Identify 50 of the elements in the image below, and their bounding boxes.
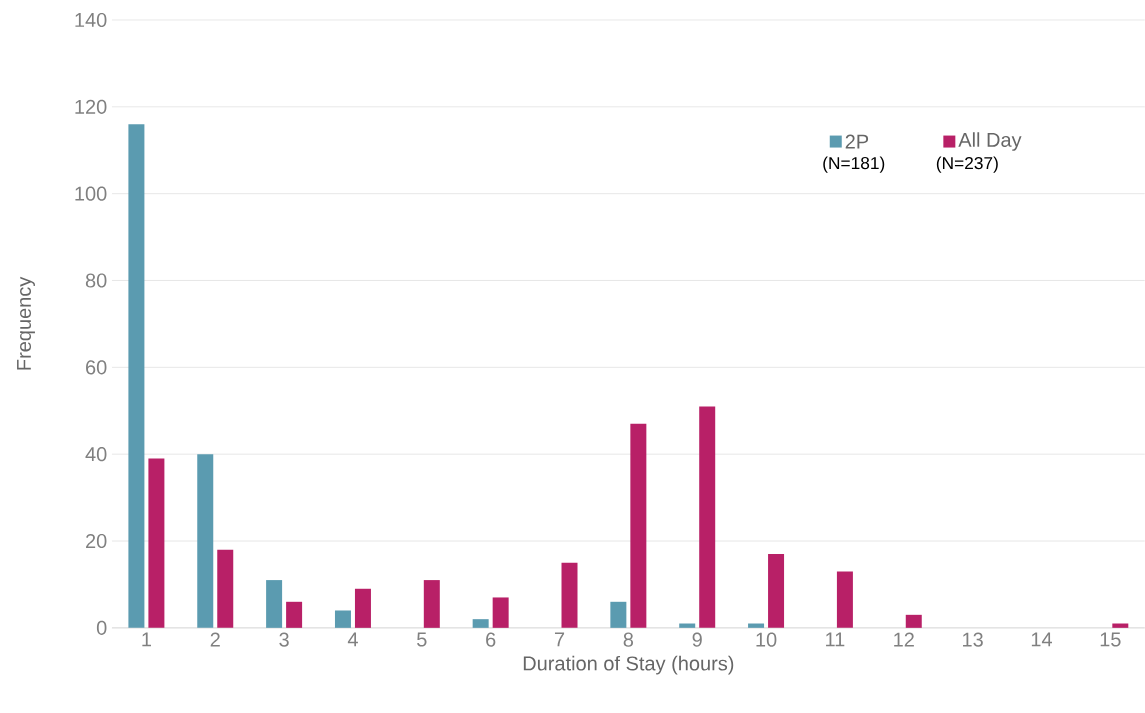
- x-axis-title: Duration of Stay (hours): [523, 655, 734, 675]
- y-tick-label: 60: [86, 360, 107, 375]
- x-tick-label: 5: [417, 632, 427, 647]
- bar: [768, 554, 785, 628]
- x-tick-label: 10: [756, 632, 777, 647]
- y-tick-label: 100: [75, 186, 107, 201]
- bar: [354, 588, 371, 628]
- y-tick-label: 140: [75, 12, 107, 28]
- x-tick-label: 8: [623, 632, 634, 647]
- bar: [610, 601, 627, 628]
- x-tick-label: 7: [554, 632, 565, 647]
- y-tick-label: 120: [75, 99, 107, 114]
- x-tick-label: 4: [347, 632, 358, 647]
- x-tick-label: 14: [1031, 632, 1052, 647]
- y-tick-label: 0: [96, 620, 107, 635]
- bar: [492, 597, 509, 628]
- y-tick-label: 20: [86, 534, 107, 549]
- bar: [679, 623, 696, 628]
- annotation: (N=237): [936, 156, 998, 173]
- bar: [217, 549, 234, 628]
- x-tick-label: 11: [826, 632, 845, 647]
- y-tick-label: 40: [85, 447, 107, 462]
- bar: [561, 562, 578, 628]
- legend-label: 2P: [845, 134, 869, 149]
- y-tick-label: 80: [85, 273, 107, 288]
- bar: [128, 124, 145, 628]
- bar: [630, 423, 647, 628]
- bar: [197, 454, 214, 628]
- legend-label: All Day: [958, 132, 1022, 151]
- x-tick-label: 12: [894, 632, 914, 647]
- bar: [334, 610, 351, 628]
- bar: [472, 619, 489, 628]
- x-tick-label: 15: [1100, 632, 1121, 647]
- bar: [748, 623, 765, 628]
- x-tick-label: 13: [963, 632, 983, 647]
- x-tick-label: 2: [210, 632, 220, 647]
- bar: [266, 580, 283, 628]
- bar: [836, 571, 853, 628]
- bar: [699, 406, 716, 628]
- bar: [1112, 623, 1129, 628]
- y-axis-title: Frequency: [17, 276, 35, 370]
- x-tick-label: 3: [279, 632, 289, 647]
- x-tick-label: 6: [486, 632, 496, 647]
- x-tick-label: 1: [142, 632, 151, 647]
- bar: [148, 458, 165, 628]
- bar: [286, 601, 303, 628]
- bar: [905, 614, 922, 628]
- annotation: (N=181): [823, 156, 885, 173]
- bar: [423, 580, 440, 628]
- x-tick-label: 9: [692, 632, 702, 647]
